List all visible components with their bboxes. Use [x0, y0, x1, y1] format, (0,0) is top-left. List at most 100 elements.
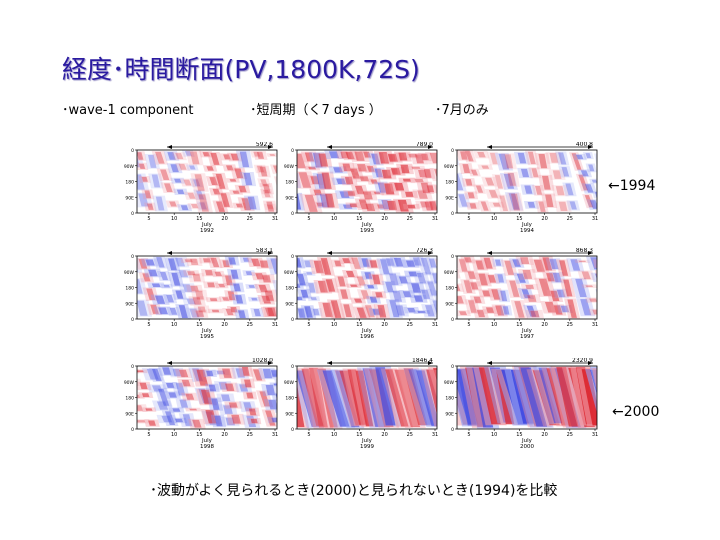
y-tick-label: 90W [444, 164, 455, 170]
y-tick-label: 180 [125, 396, 134, 402]
y-tick-label: 0 [291, 211, 294, 217]
x-tick-label: 10 [491, 322, 497, 328]
x-tick-label: 10 [331, 432, 337, 438]
y-tick-label: 90W [124, 270, 135, 276]
y-tick-label: 0 [131, 317, 134, 323]
x-tick-label: 20 [381, 432, 387, 438]
x-tick-label: 15 [196, 432, 202, 438]
x-tick-label: 5 [147, 432, 150, 438]
wave-pattern [137, 150, 277, 213]
hovmoller-panel-1999: 1846.4 0 90E 180 90W 0 5 10 15 20 25 31 July 1999 [280, 358, 440, 466]
y-tick-label: 180 [285, 396, 294, 402]
wave-pattern [457, 150, 597, 213]
panel-year-label: 2000 [520, 444, 534, 450]
x-tick-label: 31 [272, 432, 278, 438]
y-tick-label: 0 [451, 427, 454, 433]
x-tick-label: 10 [171, 432, 177, 438]
x-tick-label: 20 [541, 432, 547, 438]
hovmoller-panel-2000: 2320.9 0 90E 180 90W 0 5 10 15 20 25 31 July 2000 [440, 358, 600, 466]
y-tick-label: 90W [284, 380, 295, 386]
x-tick-label: 15 [196, 322, 202, 328]
x-tick-label: 10 [331, 322, 337, 328]
plot-area [457, 150, 597, 213]
y-tick-label: 0 [451, 317, 454, 323]
wave-pattern [457, 256, 597, 319]
panel-year-label: 1996 [360, 334, 374, 340]
panel-max-value: 1028.0 [252, 358, 273, 364]
x-tick-label: 20 [541, 322, 547, 328]
panel-year-label: 1999 [360, 444, 374, 450]
y-tick-label: 0 [131, 211, 134, 217]
bullet-wave1: ･wave-1 component [62, 103, 194, 118]
panel-year-label: 1998 [200, 444, 214, 450]
x-tick-label: 20 [541, 216, 547, 222]
y-tick-label: 0 [131, 148, 134, 154]
x-tick-label: 5 [307, 216, 310, 222]
x-tick-label: 15 [516, 216, 522, 222]
y-tick-label: 180 [445, 396, 454, 402]
x-tick-label: 31 [432, 216, 438, 222]
x-tick-label: 20 [221, 322, 227, 328]
y-tick-label: 180 [285, 180, 294, 186]
x-tick-label: 31 [272, 322, 278, 328]
x-tick-label: 5 [147, 216, 150, 222]
bullet-july-only: ･7月のみ [435, 103, 489, 118]
plot-area [137, 150, 277, 213]
panel-month-label: July [361, 222, 373, 228]
x-tick-label: 15 [196, 216, 202, 222]
panel-month-label: July [201, 222, 213, 228]
slide-title: 経度･時間断面(PV,1800K,72S) [62, 55, 420, 84]
panel-max-value: 1846.4 [412, 358, 433, 364]
y-tick-label: 180 [445, 180, 454, 186]
panel-year-label: 1997 [520, 334, 534, 340]
y-tick-label: 0 [451, 211, 454, 217]
wave-pattern [297, 256, 437, 319]
marker-2000: ←2000 [612, 404, 660, 420]
wave-pattern [137, 366, 277, 429]
x-tick-label: 15 [516, 322, 522, 328]
panel-month-label: July [201, 438, 213, 444]
y-tick-label: 90E [125, 411, 134, 417]
panel-year-label: 1995 [200, 334, 214, 340]
panel-max-value: 583.1 [256, 248, 273, 254]
y-tick-label: 180 [125, 180, 134, 186]
y-tick-label: 0 [131, 364, 134, 370]
y-tick-label: 0 [131, 427, 134, 433]
y-tick-label: 180 [125, 286, 134, 292]
x-tick-label: 25 [567, 432, 573, 438]
x-tick-label: 10 [491, 216, 497, 222]
hovmoller-panel-1993: 789.0 0 90E 180 90W 0 5 10 15 20 25 31 July 1993 [280, 142, 440, 250]
y-tick-label: 0 [291, 254, 294, 260]
x-tick-label: 25 [247, 322, 253, 328]
y-tick-label: 90E [285, 411, 294, 417]
y-tick-label: 90W [284, 164, 295, 170]
panel-month-label: July [521, 438, 533, 444]
x-tick-label: 5 [467, 216, 470, 222]
y-tick-label: 0 [291, 364, 294, 370]
y-tick-label: 90W [124, 380, 135, 386]
panel-month-label: July [201, 328, 213, 334]
panel-month-label: July [521, 222, 533, 228]
marker-1994: ←1994 [608, 178, 656, 194]
x-tick-label: 31 [272, 216, 278, 222]
y-tick-label: 90W [444, 380, 455, 386]
x-tick-label: 25 [567, 216, 573, 222]
x-tick-label: 20 [381, 322, 387, 328]
y-tick-label: 90W [284, 270, 295, 276]
x-tick-label: 31 [592, 322, 598, 328]
hovmoller-panel-1997: 868.3 0 90E 180 90W 0 5 10 15 20 25 31 July 1997 [440, 248, 600, 356]
panel-max-value: 868.3 [576, 248, 593, 254]
x-tick-label: 5 [467, 432, 470, 438]
panel-max-value: 2320.9 [572, 358, 593, 364]
y-tick-label: 0 [131, 254, 134, 260]
wave-pattern [137, 256, 277, 319]
y-tick-label: 90E [445, 195, 454, 201]
panel-year-label: 1994 [520, 228, 534, 234]
x-tick-label: 20 [221, 216, 227, 222]
